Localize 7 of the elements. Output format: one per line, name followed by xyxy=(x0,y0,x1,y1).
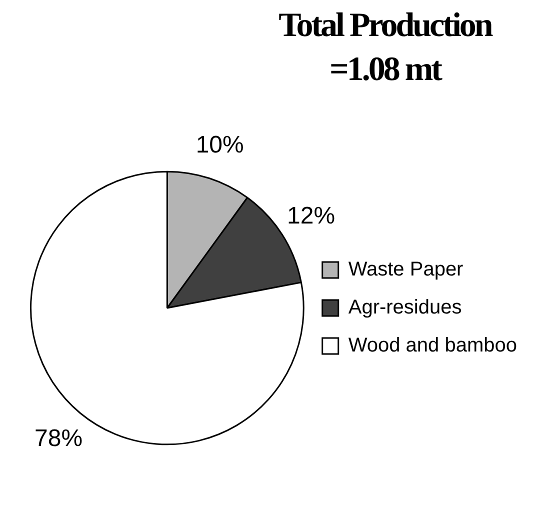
data-label: 10% xyxy=(196,132,244,159)
legend-label: Wood and bamboo xyxy=(348,334,518,357)
legend-label: Waste Paper xyxy=(348,258,464,281)
data-label: 12% xyxy=(287,202,336,230)
data-label: 78% xyxy=(34,424,83,452)
legend-label: Agr-residues xyxy=(348,296,462,319)
chart-title: Total Production =1.08 mt xyxy=(278,6,493,90)
